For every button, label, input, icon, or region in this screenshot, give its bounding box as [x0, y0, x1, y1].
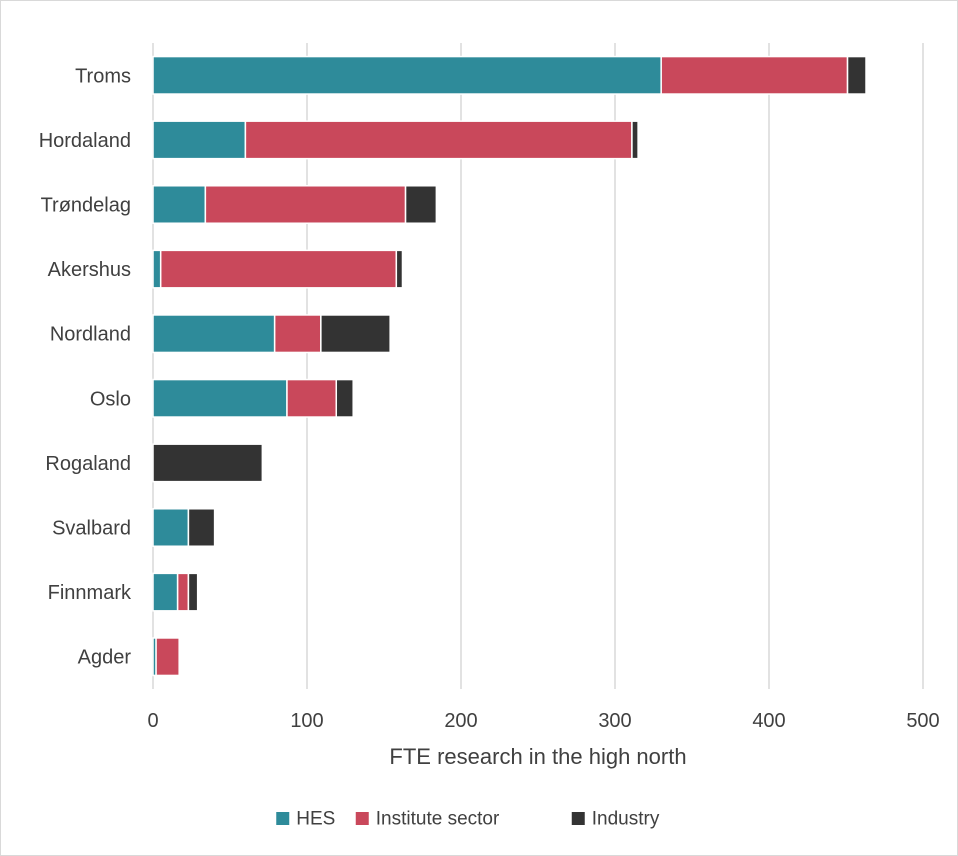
bar-industry-akershus: [395, 249, 404, 289]
x-tick-labels: 0 100 200 300 400 500: [147, 710, 939, 732]
bar-industry-hordaland: [631, 120, 639, 160]
bar-industry-nordland: [320, 314, 391, 354]
category-label: Oslo: [90, 388, 131, 410]
bar-institute-sector-troms: [660, 55, 849, 95]
legend-swatch-industry: [571, 812, 585, 825]
bar-institute-sector-akershus: [159, 249, 398, 289]
category-label: Hordaland: [39, 130, 131, 152]
bar-institute-sector-agder: [155, 637, 180, 677]
category-label: Nordland: [50, 324, 131, 346]
x-tick-label: 400: [752, 710, 785, 732]
bar-institute-sector-hordaland: [244, 120, 633, 160]
bar-hes-trøndelag: [152, 185, 207, 224]
bar-hes-finnmark: [152, 572, 179, 612]
category-label: Rogaland: [45, 453, 131, 475]
x-tick-label: 500: [906, 710, 939, 732]
bar-hes-troms: [152, 55, 662, 95]
x-tick-label: 0: [147, 710, 158, 732]
bar-industry-oslo: [335, 378, 354, 418]
category-label: Agder: [78, 647, 132, 669]
bar-hes-nordland: [152, 314, 276, 354]
bar-industry-rogaland: [152, 443, 264, 483]
legend-label: Industry: [592, 809, 660, 830]
bar-hes-svalbard: [152, 508, 190, 547]
legend: HES Institute sector Industry: [276, 809, 660, 830]
bar-institute-sector-finnmark: [176, 572, 190, 612]
bar-industry-svalbard: [187, 508, 216, 547]
legend-swatch-institute-sector: [355, 812, 369, 825]
category-label: Finnmark: [48, 582, 132, 604]
x-tick-label: 300: [598, 710, 631, 732]
legend-label: Institute sector: [376, 809, 500, 830]
legend-swatch-hes: [276, 812, 290, 825]
x-axis-title: FTE research in the high north: [389, 744, 686, 769]
category-label: Akershus: [48, 259, 131, 281]
bar-industry-finnmark: [187, 572, 199, 612]
bar-institute-sector-oslo: [286, 378, 338, 418]
bars: [152, 55, 867, 677]
bar-industry-trøndelag: [404, 185, 438, 224]
bar-industry-troms: [846, 55, 867, 95]
legend-label: HES: [296, 809, 335, 830]
category-label: Trøndelag: [41, 195, 131, 217]
bar-institute-sector-trøndelag: [204, 185, 407, 224]
x-tick-label: 200: [444, 710, 477, 732]
category-label: Svalbard: [52, 518, 131, 540]
bar-institute-sector-nordland: [273, 314, 322, 354]
category-label: Troms: [75, 65, 131, 87]
bar-hes-akershus: [152, 249, 162, 289]
x-tick-label: 100: [290, 710, 323, 732]
category-labels: Troms Hordaland Trøndelag Akershus Nordland O…: [39, 65, 132, 668]
bar-hes-hordaland: [152, 120, 247, 160]
bar-hes-oslo: [152, 378, 288, 418]
